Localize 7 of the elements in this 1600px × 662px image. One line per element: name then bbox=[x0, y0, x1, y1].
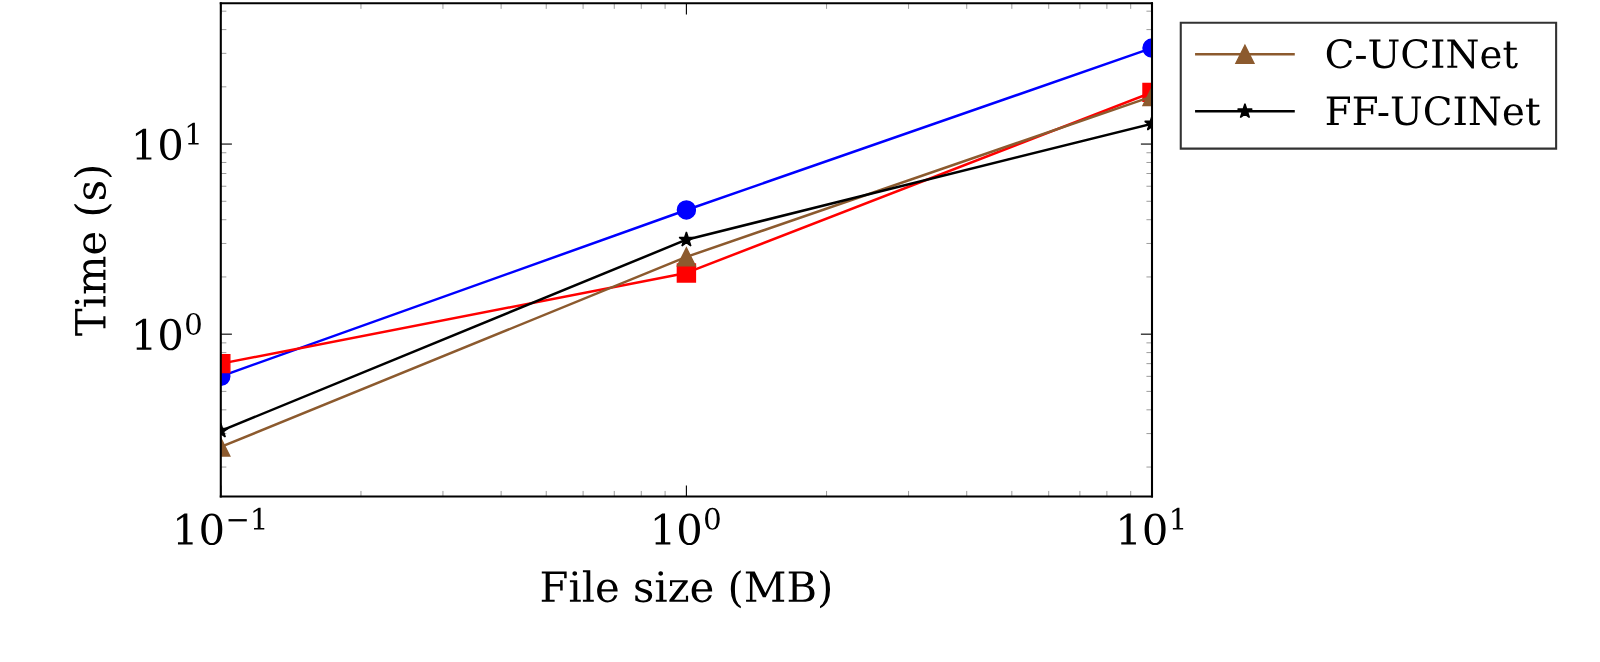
legend-label: C-UCINet bbox=[1326, 39, 1518, 69]
x-tick-label: 10$^{−1}$ bbox=[177, 507, 265, 546]
x-tick-label: 10$^{1}$ bbox=[1120, 507, 1184, 546]
x-tick-label: 10$^{0}$ bbox=[654, 507, 720, 546]
x-axis-title: File size (MB) bbox=[541, 570, 831, 609]
legend-label: FF-UCINet bbox=[1326, 96, 1541, 126]
y-axis-title: Time (s) bbox=[73, 166, 112, 336]
